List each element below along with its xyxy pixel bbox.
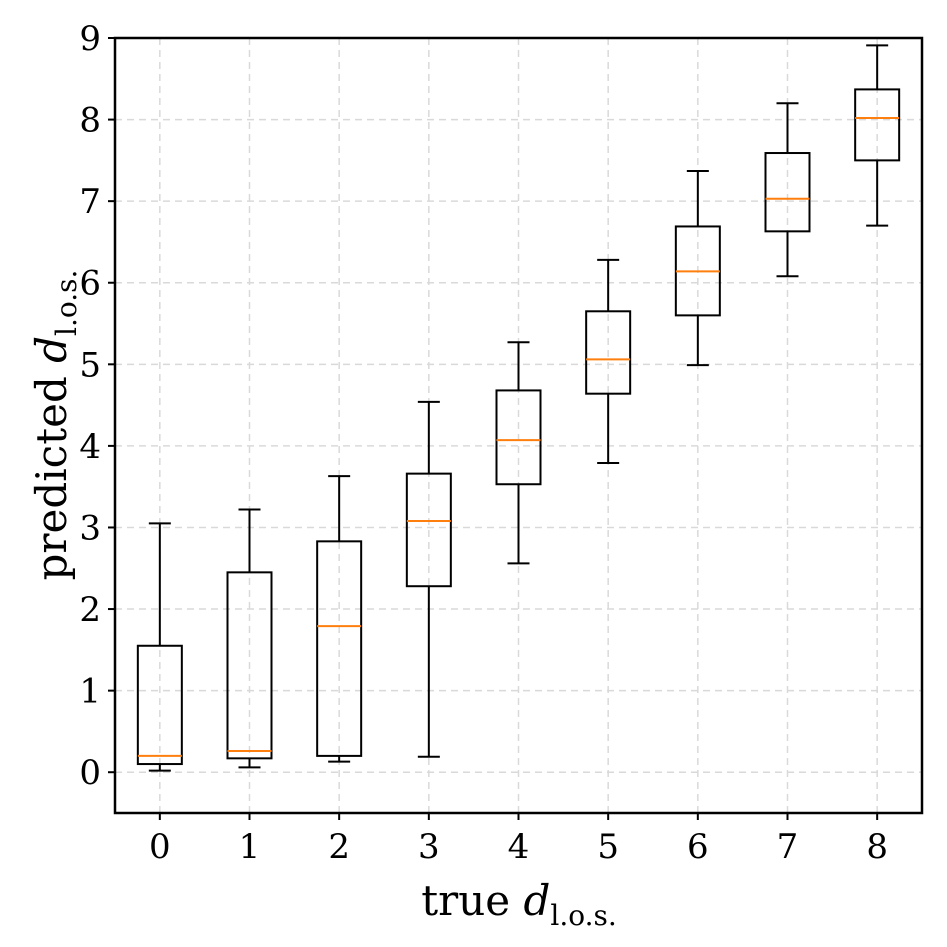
y-tick-label: 2 (79, 590, 101, 630)
y-tick-label: 6 (79, 264, 101, 304)
y-axis-label: predicted dl.o.s. (27, 270, 83, 581)
box-2 (316, 475, 363, 763)
iqr-box (136, 644, 183, 766)
box-7 (764, 102, 811, 278)
box-3 (405, 400, 452, 758)
y-tick-label: 1 (79, 672, 101, 712)
y-tick-label: 9 (79, 19, 101, 59)
box-4 (495, 341, 542, 565)
x-axis-label-var: d (523, 876, 550, 925)
grid (115, 37, 922, 813)
iqr-box (316, 540, 363, 757)
y-tick-label: 7 (79, 182, 101, 222)
y-tick-label: 8 (79, 101, 101, 141)
iqr-box (585, 310, 632, 395)
x-tick-label: 5 (597, 827, 619, 867)
x-axis-label: true dl.o.s. (421, 876, 617, 932)
ticks: 0 1 2 3 4 5 6 7 8 0 1 2 3 4 5 6 7 8 9 (79, 19, 888, 867)
y-axis-label-sub: l.o.s. (50, 270, 83, 336)
x-tick-label: 7 (777, 827, 799, 867)
x-axis-label-sub: l.o.s. (550, 899, 616, 932)
box-6 (674, 169, 721, 367)
box-1 (226, 508, 273, 769)
box-0 (136, 522, 183, 772)
x-tick-label: 2 (328, 827, 350, 867)
box-5 (585, 258, 632, 465)
x-tick-label: 4 (508, 827, 530, 867)
y-tick-label: 4 (79, 427, 101, 467)
y-axis-label-main: predicted (27, 363, 76, 581)
y-tick-label: 5 (79, 345, 101, 385)
y-tick-label: 3 (79, 508, 101, 548)
box-8 (854, 44, 901, 227)
iqr-box (405, 472, 452, 588)
iqr-box (854, 88, 901, 162)
y-tick-label: 0 (79, 753, 101, 793)
iqr-box (226, 571, 273, 760)
x-axis-label-main: true (421, 876, 523, 925)
x-tick-label: 1 (239, 827, 261, 867)
x-tick-label: 3 (418, 827, 440, 867)
iqr-box (495, 389, 542, 486)
x-tick-label: 0 (149, 827, 171, 867)
y-axis-label-var: d (27, 336, 76, 363)
x-tick-label: 8 (866, 827, 888, 867)
boxes (136, 44, 901, 772)
x-tick-label: 6 (687, 827, 709, 867)
iqr-box (764, 152, 811, 233)
